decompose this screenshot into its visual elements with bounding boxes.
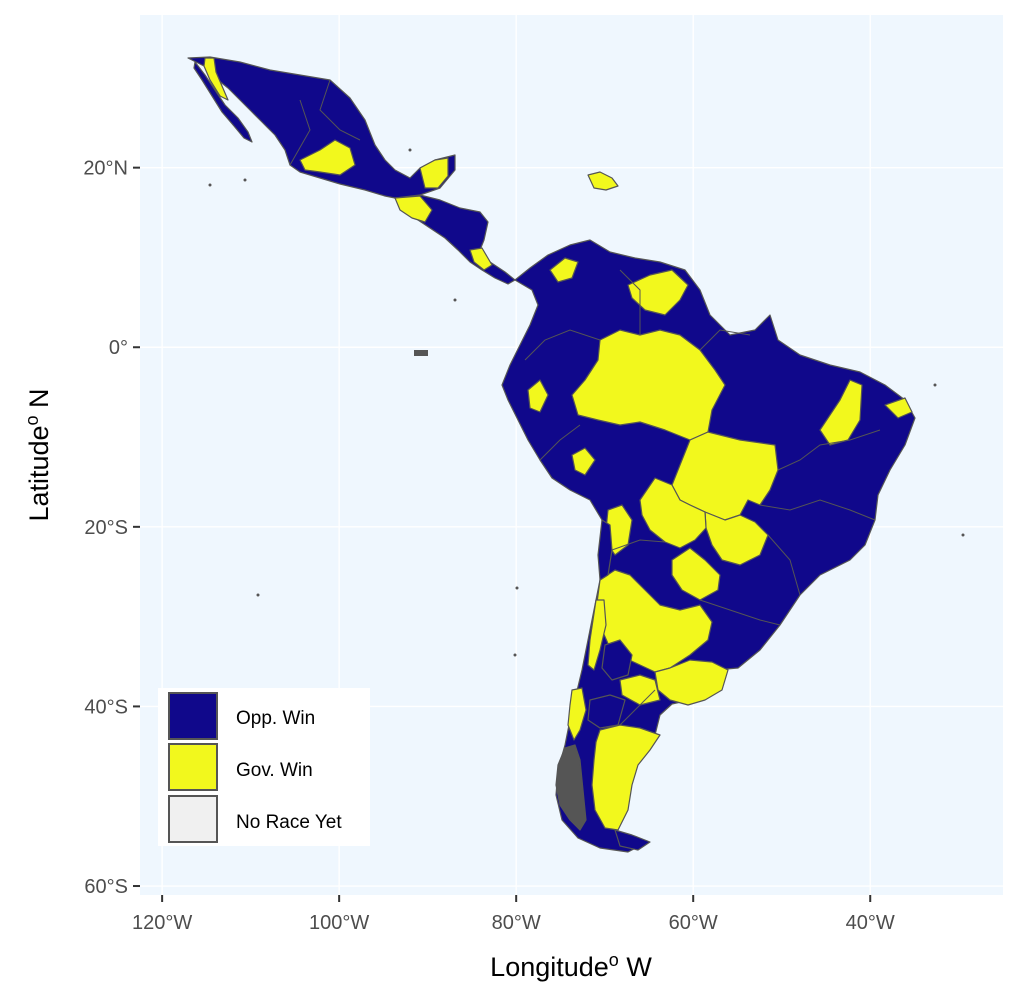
legend-label-gov: Gov. Win xyxy=(236,760,313,781)
x-tick-label: 40°W xyxy=(846,912,895,934)
region-la-pampa xyxy=(619,674,661,706)
y-tick-label: 0° xyxy=(109,337,128,359)
region-mato-grosso-sul xyxy=(704,511,769,566)
legend-label-none: No Race Yet xyxy=(236,812,342,833)
region-venezuela-gov-2 xyxy=(549,257,579,283)
y-tick-label: 20°N xyxy=(83,158,128,180)
region-chile-central xyxy=(587,599,607,671)
region-chile-north xyxy=(597,519,613,581)
y-tick-label: 20°S xyxy=(84,517,128,539)
legend-key-gov xyxy=(168,743,218,791)
region-patagonia xyxy=(591,724,661,831)
map-regions xyxy=(187,56,916,853)
y-axis-ticks: 20°N 0° 20°S 40°S 60°S xyxy=(83,158,140,898)
region-baja xyxy=(193,61,253,143)
region-colombia-gov xyxy=(527,379,549,413)
islands xyxy=(208,148,965,657)
region-central-america-gov-2 xyxy=(469,247,493,271)
region-caribbean xyxy=(587,171,619,191)
legend-key-none xyxy=(168,795,218,843)
region-buenos-aires xyxy=(654,659,729,706)
legend-label-opp: Opp. Win xyxy=(236,708,315,729)
x-tick-label: 60°W xyxy=(669,912,718,934)
legend: Opp. Win Gov. Win No Race Yet xyxy=(158,688,370,846)
region-venezuela-gov xyxy=(627,269,689,316)
region-chile-fjords xyxy=(555,744,587,831)
x-tick-label: 120°W xyxy=(132,912,192,934)
region-ne-brazil-gov-2 xyxy=(884,397,913,419)
region-chile-south-gov xyxy=(567,687,587,741)
x-tick-label: 80°W xyxy=(492,912,541,934)
region-mexico-gov-1 xyxy=(203,57,229,101)
y-tick-label: 40°S xyxy=(84,696,128,718)
region-neuquen-opp xyxy=(601,639,633,681)
region-ne-brazil-gov xyxy=(819,379,863,446)
region-yucatan xyxy=(419,157,449,189)
x-tick-label: 100°W xyxy=(309,912,369,934)
y-axis-title: Latitudeo N xyxy=(22,388,54,521)
region-tierra-del-fuego-opp xyxy=(614,829,651,851)
region-central-america-gov xyxy=(394,195,433,223)
internal-borders xyxy=(289,79,881,726)
region-bolivia xyxy=(639,477,707,549)
y-tick-label: 60°S xyxy=(84,876,128,898)
region-mexico-gov-2 xyxy=(299,139,356,176)
region-peru-gov xyxy=(571,447,596,476)
x-axis-ticks: 120°W 100°W 80°W 60°W 40°W xyxy=(132,895,895,934)
region-chubut-opp xyxy=(587,694,626,729)
region-paraguay-gov xyxy=(671,547,721,601)
legend-key-opp xyxy=(168,692,218,740)
x-axis-title: Longitudeo W xyxy=(490,950,652,982)
